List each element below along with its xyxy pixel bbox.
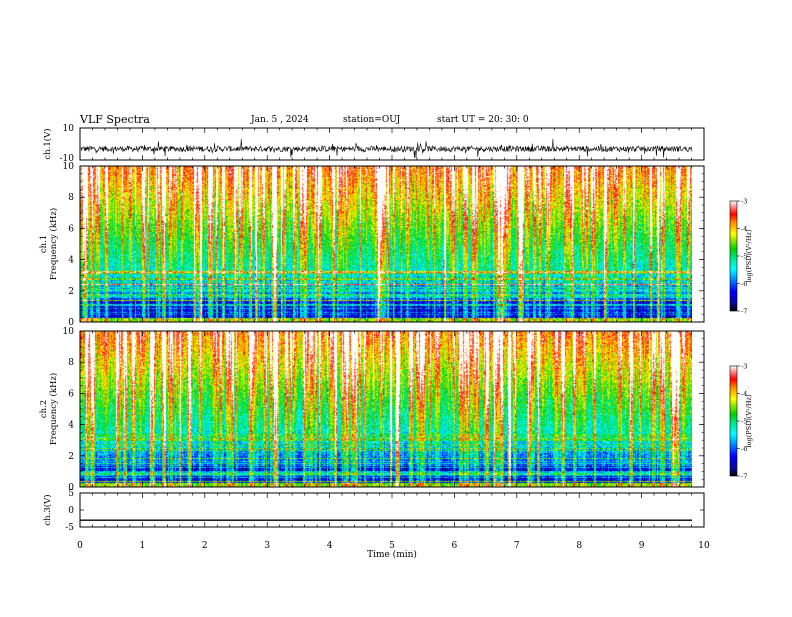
colorbar-tick-label: -5 [741,418,747,426]
colorbar-tick-label: -3 [741,363,747,371]
freq-tick-label: 4 [68,256,74,266]
ch3-ytick-label: 5 [68,489,74,499]
ch1-waveform-panel: 10 -10 ch.1(V) [42,124,705,164]
ch3-ylabel: ch.3(V) [42,494,53,525]
freq-tick-label: 0 [68,318,74,328]
ch3-ytick-label: 0 [68,506,74,516]
colorbar-tick-label: -4 [741,225,747,233]
freq-tick-label: 6 [68,224,74,234]
ch3-waveform-panel: 5 0 -5 ch.3(V) [42,489,705,533]
ch2-spec-xticks [79,331,705,487]
colorbar-tick-label: -7 [741,473,747,481]
ch1-spec-yticks: 0 2 4 6 8 10 [63,162,704,328]
colorbar-tick-label: -7 [741,308,747,316]
time-tick-label: 8 [576,541,582,551]
time-axis-label: Time (min) [367,549,417,560]
ch1-colorbar: -3 -4 -5 -6 -7 log(PSD)(V²/Hz) [729,198,753,316]
ch3-frame [79,492,705,528]
ch1-xticks [79,128,705,160]
ch1-spec-xticks [79,166,705,322]
figure-title: VLF Spectra [79,113,150,126]
time-tick-label: 2 [202,541,208,551]
ch1-ytick-bottom: -10 [60,154,75,164]
time-tick-label: 7 [514,541,520,551]
colorbar-tick-label: -3 [741,198,747,206]
freq-tick-label: 8 [68,193,74,203]
ch1-colorbar-gradient [729,200,738,312]
time-tick-label: 10 [698,541,710,551]
ch1-ylabel: ch.1(V) [42,128,53,159]
ch2-spectrogram-image [80,331,692,487]
colorbar-tick-label: -5 [741,253,747,261]
time-tick-label: 9 [639,541,645,551]
freq-tick-label: 10 [63,162,75,172]
time-tick-label: 3 [264,541,270,551]
time-axis-tick-labels: 0 1 2 3 4 5 6 7 8 9 10 [77,541,710,551]
freq-tick-label: 8 [68,358,74,368]
time-tick-label: 5 [389,541,395,551]
freq-tick-label: 2 [68,452,74,462]
ch1-colorbar-label: log(PSD)(V²/Hz) [745,229,753,282]
ch1-spectrogram-image [80,166,692,322]
ch2-colorbar: -3 -4 -5 -6 -7 log(PSD)(V²/Hz) [729,363,753,481]
freq-tick-label: 2 [68,287,74,297]
ch1-spec-ylabel: Frequency (kHz) [48,208,59,280]
ch2-spec-ylabel: Frequency (kHz) [48,373,59,445]
ch3-ytick-label: -5 [65,523,74,533]
freq-tick-label: 4 [68,421,74,431]
ch1-spectrogram-panel: 0 2 4 6 8 10 ch.1 Frequency (kHz) -3 -4 -5 -6 -7 … [39,162,753,328]
time-tick-label: 4 [327,541,333,551]
freq-tick-label: 6 [68,389,74,399]
ch2-spec-yticks: 0 2 4 6 8 10 [63,327,704,493]
time-tick-label: 6 [452,541,458,551]
ch2-spec-channel-label: ch.2 [39,400,49,418]
ch1-spec-channel-label: ch.1 [39,235,49,253]
ch2-colorbar-label: log(PSD)(V²/Hz) [745,394,753,447]
ch3-yticks: 5 0 -5 [65,489,704,533]
colorbar-tick-label: -6 [741,445,747,453]
colorbar-tick-label: -6 [741,280,747,288]
ch1-colorbar-ticks: -3 -4 -5 -6 -7 [737,198,747,316]
ch2-spectrogram-panel: 0 2 4 6 8 10 ch.2 Frequency (kHz) -3 -4 -5 -6 -7 … [39,327,753,493]
freq-tick-label: 0 [68,483,74,493]
date-label: Jan. 5 , 2024 [250,115,309,125]
ch1-waveform-trace [80,138,693,159]
ch1-trace-path [80,138,693,159]
start-ut-label: start UT = 20: 30: 0 [437,115,529,125]
station-label: station=OUJ [343,115,401,125]
ch3-xticks [79,493,705,527]
ch2-colorbar-gradient [729,365,738,477]
ch2-colorbar-ticks: -3 -4 -5 -6 -7 [737,363,747,481]
freq-tick-label: 10 [63,327,75,337]
ch1-ytick-top: 10 [63,124,75,134]
colorbar-tick-label: -4 [741,390,747,398]
time-tick-label: 1 [140,541,146,551]
time-tick-label: 0 [77,541,83,551]
